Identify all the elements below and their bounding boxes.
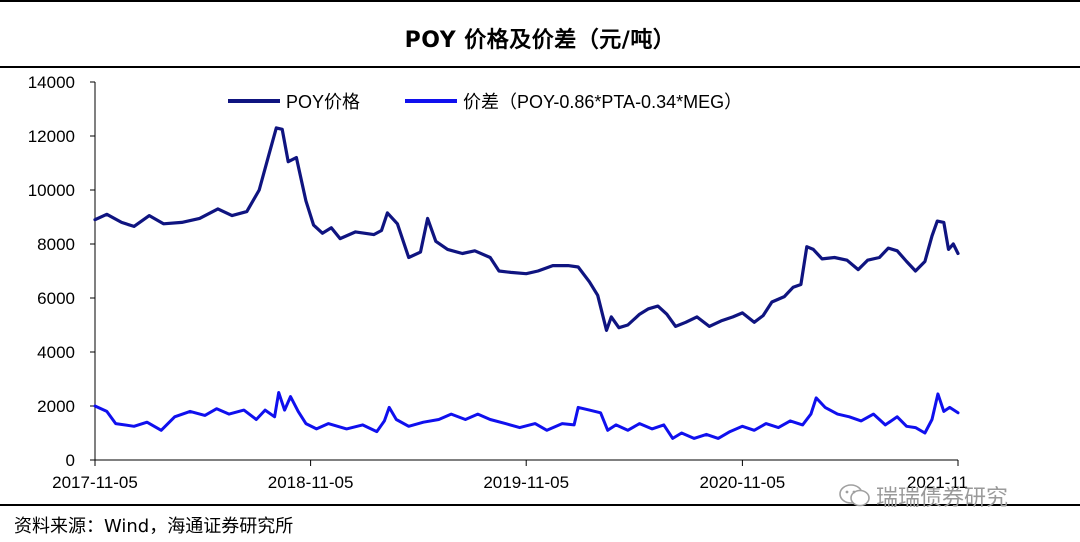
- chart: 0 2000 4000 6000 8000 10000 12000 14000 2017-11-…: [28, 73, 968, 492]
- x-tick-label: 2017-11-05: [52, 473, 138, 492]
- y-tick-label: 2000: [37, 397, 75, 416]
- y-tick-label: 4000: [37, 343, 75, 362]
- y-tick-label: 12000: [28, 127, 75, 146]
- source-note: 资料来源：Wind，海通证券研究所: [14, 516, 294, 537]
- watermark: 瑞瑞债券研究: [876, 486, 1009, 511]
- x-tick-label: 2021-11: [907, 473, 968, 492]
- series-layer: [93, 126, 960, 440]
- x-tick-label: 2018-11-05: [268, 473, 354, 492]
- legend-label: 价差（POY-0.86*PTA-0.34*MEG）: [463, 92, 742, 112]
- series-line-poy-price: [93, 126, 960, 332]
- bottom-rule: [0, 504, 1080, 506]
- x-tick-label: 2020-11-05: [700, 473, 786, 492]
- y-tick-label: 0: [66, 451, 75, 470]
- legend-label: POY价格: [286, 92, 360, 112]
- title-rule: [0, 66, 1080, 68]
- y-tick-label: 14000: [28, 73, 75, 92]
- y-tick-label: 10000: [28, 181, 75, 200]
- y-tick-label: 6000: [37, 289, 75, 308]
- chart-title: POY 价格及价差（元/吨）: [404, 28, 676, 53]
- series-line-spread: [93, 391, 960, 440]
- wechat-icon: [839, 484, 870, 507]
- legend: POY价格 价差（POY-0.86*PTA-0.34*MEG）: [228, 92, 742, 112]
- y-tick-label: 8000: [37, 235, 75, 254]
- axes: 0 2000 4000 6000 8000 10000 12000 14000 2017-11-…: [28, 73, 968, 492]
- x-tick-label: 2019-11-05: [483, 473, 569, 492]
- top-rule: [0, 0, 1080, 2]
